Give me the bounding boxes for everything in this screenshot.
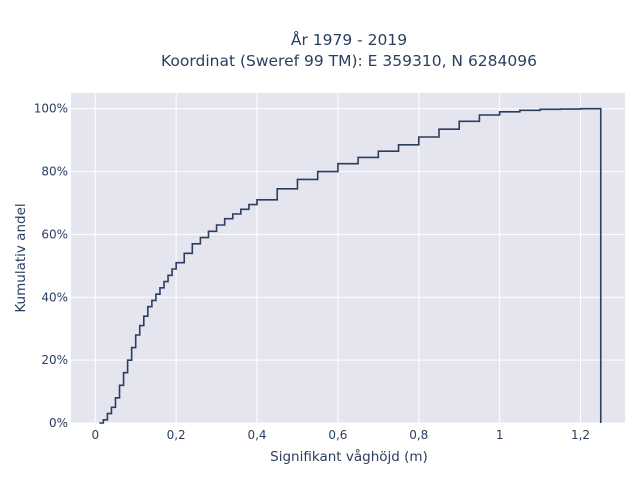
chart-title-line-2: Koordinat (Sweref 99 TM): E 359310, N 62… <box>161 52 537 70</box>
y-tick-label: 80% <box>41 165 68 179</box>
y-tick-label: 0% <box>49 416 68 430</box>
x-tick-label: 1,2 <box>571 428 590 442</box>
x-tick-label: 0,2 <box>167 428 186 442</box>
x-tick-label: 0,8 <box>409 428 428 442</box>
y-tick-label: 40% <box>41 290 68 304</box>
chart-title-line-1: År 1979 - 2019 <box>291 30 407 49</box>
x-tick-label: 0,6 <box>328 428 347 442</box>
cumulative-step-line <box>99 107 602 424</box>
x-tick-label: 0,4 <box>247 428 266 442</box>
y-tick-label: 100% <box>34 102 68 116</box>
x-axis-ticks: 0 0,2 0,4 0,6 0,8 1 1,2 <box>91 428 590 442</box>
plot-area <box>71 93 625 423</box>
y-axis-title: Kumulativ andel <box>13 203 29 312</box>
x-tick-label: 0 <box>91 428 99 442</box>
grid <box>71 93 625 424</box>
y-tick-label: 60% <box>41 227 68 241</box>
x-tick-label: 1 <box>496 428 504 442</box>
y-axis-ticks: 0% 20% 40% 60% 80% 100% <box>34 102 68 430</box>
series-layer <box>99 107 602 424</box>
y-tick-label: 20% <box>41 353 68 367</box>
x-axis-title: Signifikant våghöjd (m) <box>270 448 428 465</box>
